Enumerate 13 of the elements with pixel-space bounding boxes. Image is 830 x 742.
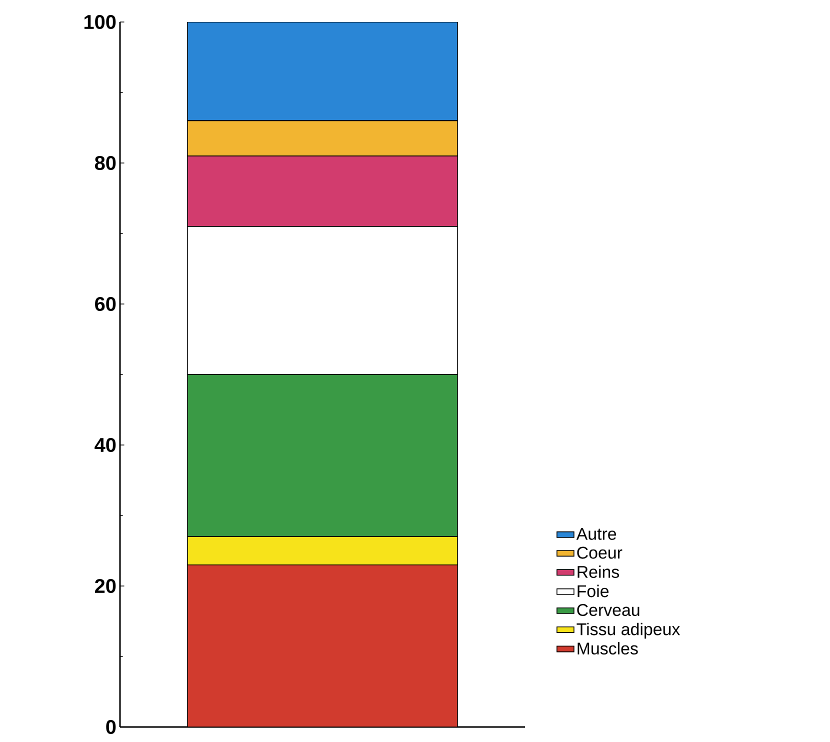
y-tick-label: 80 [94, 156, 116, 170]
legend-label: Coeur [577, 546, 622, 559]
y-tick-label: 20 [95, 578, 116, 594]
legend-label: Muscles [578, 642, 638, 655]
y-tick-label: 0 [106, 720, 116, 734]
legend-label: Foie [578, 584, 609, 598]
legend-label: Reins [578, 566, 620, 578]
legend-label: Autre [576, 528, 616, 540]
y-tick-label: 100 [84, 14, 116, 30]
legend-label: Tissu adipeux [576, 622, 680, 639]
y-tick-label: 40 [94, 438, 116, 452]
legend-label: Cerveau [577, 604, 640, 616]
y-tick-label: 60 [95, 296, 116, 312]
